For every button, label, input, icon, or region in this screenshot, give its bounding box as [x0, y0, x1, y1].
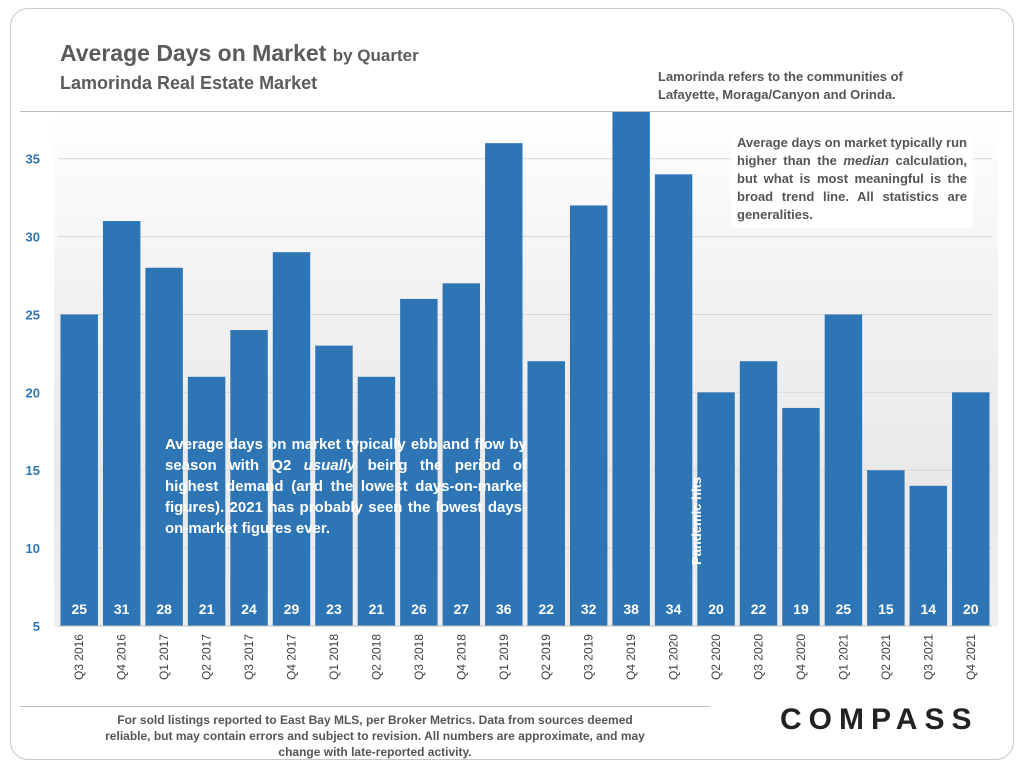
- bar: [612, 112, 650, 626]
- data-label: 31: [114, 601, 130, 617]
- data-label: 22: [751, 601, 767, 617]
- data-label: 14: [921, 601, 937, 617]
- data-label: 25: [71, 601, 87, 617]
- x-tick-label: Q2 2021: [879, 634, 893, 680]
- bar: [315, 345, 353, 626]
- data-label: 22: [538, 601, 554, 617]
- region-note: Lamorinda refers to the communities of L…: [658, 69, 903, 102]
- data-label: 32: [581, 601, 597, 617]
- data-label: 24: [241, 601, 257, 617]
- x-tick-label: Q4 2018: [454, 634, 468, 680]
- bar: [400, 298, 438, 626]
- bar: [230, 330, 268, 626]
- y-tick-label: 15: [26, 463, 40, 478]
- source-footnote: For sold listings reported to East Bay M…: [105, 713, 645, 759]
- bar: [909, 485, 948, 626]
- bar: [569, 205, 608, 627]
- x-tick-label: Q2 2020: [709, 634, 723, 680]
- x-tick-label: Q2 2019: [539, 634, 553, 680]
- bar: [60, 314, 98, 626]
- x-tick-label: Q1 2020: [667, 634, 681, 680]
- data-label: 23: [326, 601, 342, 617]
- bar: [145, 267, 183, 626]
- x-tick-label: Q3 2018: [412, 634, 426, 680]
- data-label: 21: [199, 601, 215, 617]
- x-tick-label: Q1 2018: [327, 634, 341, 680]
- data-label: 36: [496, 601, 512, 617]
- x-tick-label: Q4 2019: [624, 634, 638, 680]
- y-tick-label: 25: [26, 307, 40, 322]
- compass-logo: COMPASS: [780, 703, 979, 736]
- x-tick-label: Q4 2017: [285, 634, 299, 680]
- x-tick-label: Q4 2020: [794, 634, 808, 680]
- y-tick-label: 30: [26, 230, 40, 245]
- chart-title: Average Days on Market by Quarter: [60, 40, 419, 66]
- data-label: 27: [454, 601, 470, 617]
- x-tick-label: Q4 2021: [964, 634, 978, 680]
- data-label: 19: [793, 601, 809, 617]
- y-tick-label: 20: [26, 385, 40, 400]
- data-label: 25: [836, 601, 852, 617]
- pandemic-annotation: Pandemic hits: [689, 476, 704, 565]
- chart-subtitle: Lamorinda Real Estate Market: [60, 73, 318, 93]
- y-tick-label: 35: [26, 152, 40, 167]
- data-label: 28: [156, 601, 172, 617]
- x-tick-label: Q3 2020: [752, 634, 766, 680]
- x-tick-label: Q2 2017: [200, 634, 214, 680]
- x-tick-label: Q3 2016: [72, 634, 86, 680]
- bar: [824, 314, 863, 626]
- y-tick-label: 5: [33, 619, 40, 634]
- y-tick-label: 10: [26, 541, 40, 556]
- x-tick-label: Q4 2016: [115, 634, 129, 680]
- x-tick-label: Q1 2017: [157, 634, 171, 680]
- x-tick-label: Q1 2021: [836, 634, 850, 680]
- data-label: 38: [623, 601, 639, 617]
- bar: [357, 376, 396, 626]
- header-divider: [20, 111, 1012, 112]
- bar: [102, 221, 141, 626]
- data-label: 20: [963, 601, 979, 617]
- data-label: 29: [284, 601, 300, 617]
- x-tick-label: Q3 2017: [242, 634, 256, 680]
- x-tick-label: Q1 2019: [497, 634, 511, 680]
- bar: [527, 361, 565, 626]
- data-label: 21: [369, 601, 385, 617]
- bar: [272, 252, 311, 626]
- data-label: 15: [878, 601, 894, 617]
- data-label: 34: [666, 601, 682, 617]
- bar: [782, 407, 820, 626]
- x-tick-label: Q2 2018: [369, 634, 383, 680]
- footer-divider: [20, 706, 710, 707]
- bar: [697, 392, 735, 626]
- bar: [867, 470, 905, 626]
- bar: [739, 361, 778, 626]
- bar: [485, 143, 523, 626]
- data-label: 20: [708, 601, 724, 617]
- bar: [442, 283, 481, 626]
- trend-callout: Average days on market typically run hig…: [731, 130, 973, 228]
- bar: [654, 174, 693, 626]
- data-label: 26: [411, 601, 427, 617]
- seasonality-callout: Average days on market typically ebb and…: [165, 436, 527, 537]
- x-tick-label: Q3 2019: [582, 634, 596, 680]
- bar: [187, 376, 226, 626]
- x-tick-label: Q3 2021: [921, 634, 935, 680]
- bar: [952, 392, 990, 626]
